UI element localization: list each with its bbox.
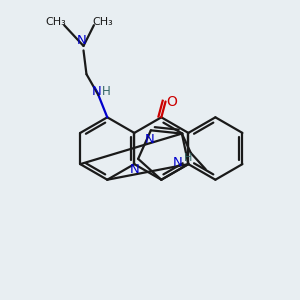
Text: H: H: [184, 153, 193, 163]
Text: CH₃: CH₃: [92, 17, 113, 27]
Text: N: N: [129, 163, 139, 176]
Text: CH₃: CH₃: [45, 17, 66, 27]
Text: O: O: [167, 94, 178, 109]
Text: N: N: [92, 85, 102, 98]
Text: N: N: [77, 34, 87, 46]
Text: N: N: [173, 156, 183, 169]
Text: N: N: [145, 133, 154, 146]
Text: H: H: [101, 85, 110, 98]
